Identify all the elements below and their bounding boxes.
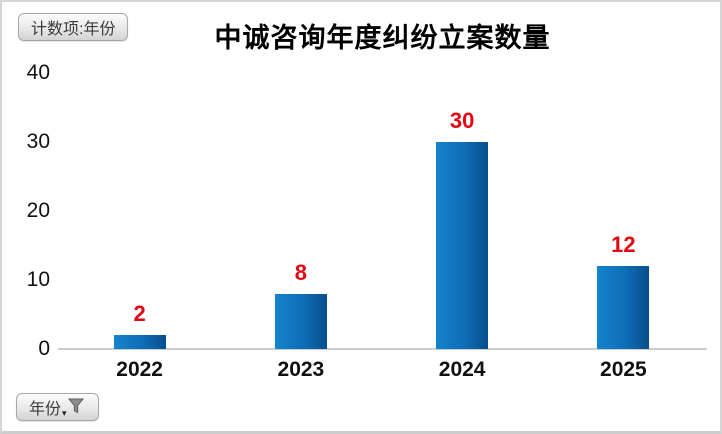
funnel-icon [67,398,85,413]
caret-down-icon: ▾ [62,407,67,418]
x-axis-tick-label-2025: 2025 [600,358,647,381]
bar-2024[interactable] [436,142,488,349]
bar-2022[interactable] [114,335,166,349]
data-label-2025: 12 [611,232,636,257]
bar-2023[interactable] [275,294,327,349]
chart-title: 中诚咨询年度纠纷立案数量 [214,23,551,53]
axis-field-label: 年份 [29,400,62,418]
x-axis-tick-label-2023: 2023 [277,358,325,381]
axis-field-filter-button[interactable]: 年份 ▾ [16,393,100,421]
x-axis-tick-label-2022: 2022 [116,358,163,381]
bar-2025[interactable] [597,266,649,349]
y-axis-tick-label: 40 [26,61,50,84]
data-label-2023: 8 [294,260,307,285]
y-axis-tick-label: 0 [38,337,50,360]
filter-icon-group: ▾ [62,398,86,417]
y-axis-tick-label: 20 [26,199,50,222]
x-axis-line [58,348,707,350]
x-axis-tick-label-2024: 2024 [438,358,486,381]
y-axis-tick-label: 30 [26,130,50,153]
y-axis-tick-label: 10 [26,268,50,291]
pivot-value-field-label: 计数项:年份 [31,20,116,38]
data-label-2024: 30 [449,108,475,133]
data-label-2022: 2 [133,301,146,326]
pivot-value-field-button[interactable]: 计数项:年份 [18,13,129,41]
